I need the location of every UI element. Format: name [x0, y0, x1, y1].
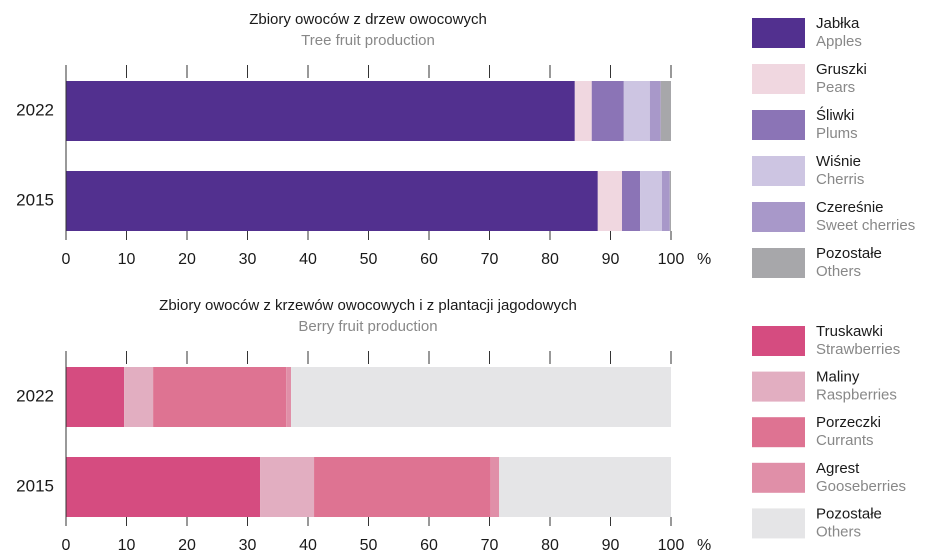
- bar-segment: [153, 367, 287, 427]
- x-tick-label: 10: [118, 251, 136, 268]
- bar-segment: [669, 171, 671, 231]
- legend-label-en: Plums: [816, 125, 858, 142]
- bar-segment: [291, 367, 671, 427]
- legend-label: Wiśnie: [816, 153, 861, 170]
- x-tick-label: 90: [602, 537, 620, 554]
- category-label: 2015: [16, 190, 54, 209]
- bar-segment: [661, 171, 670, 231]
- legend-label-en: Pears: [816, 79, 855, 96]
- x-tick-label: 40: [299, 537, 317, 554]
- legend-swatch: [752, 462, 805, 493]
- bar-segment: [66, 81, 575, 141]
- legend-label: Maliny: [816, 369, 860, 386]
- x-tick-label: 10: [118, 537, 136, 554]
- bar-segment: [499, 457, 671, 517]
- bar-segment: [490, 457, 500, 517]
- bar-segment: [314, 457, 491, 517]
- legend-swatch: [752, 110, 805, 140]
- legend-label-en: Others: [816, 523, 861, 540]
- legend-swatch: [752, 508, 805, 539]
- legend-swatch: [752, 326, 805, 356]
- legend-label-en: Sweet cherries: [816, 217, 915, 234]
- bar-segment: [621, 171, 641, 231]
- x-tick-label: 70: [481, 251, 499, 268]
- bar-segment: [574, 81, 592, 141]
- legend-label: Agrest: [816, 460, 860, 477]
- legend-swatch: [752, 248, 805, 278]
- chart-title: Zbiory owoców z drzew owocowych: [249, 11, 487, 28]
- legend-swatch: [752, 371, 805, 402]
- chart-title: Zbiory owoców z krzewów owocowych i z pl…: [159, 297, 577, 314]
- bar-segment: [286, 367, 292, 427]
- legend-label: Porzeczki: [816, 414, 881, 431]
- legend-label-en: Apples: [816, 33, 862, 50]
- bar-segment: [66, 367, 125, 427]
- legend-label: Truskawki: [816, 323, 883, 340]
- legend-label: Śliwki: [816, 106, 854, 124]
- legend-label: Pozostałe: [816, 245, 882, 262]
- legend-swatch: [752, 417, 805, 448]
- bar-segment: [591, 81, 624, 141]
- bar-segment: [660, 81, 671, 141]
- x-tick-label: 20: [178, 537, 196, 554]
- x-tick-label: 20: [178, 251, 196, 268]
- legend-swatch: [752, 18, 805, 48]
- category-label: 2022: [16, 386, 54, 405]
- legend-label-en: Gooseberries: [816, 478, 906, 495]
- chart-subtitle: Berry fruit production: [298, 318, 437, 335]
- legend-label: Pozostałe: [816, 505, 882, 522]
- x-tick-label: 90: [602, 251, 620, 268]
- legend-label-en: Currants: [816, 432, 874, 449]
- legend-label-en: Raspberries: [816, 387, 897, 404]
- bar-segment: [623, 81, 650, 141]
- category-label: 2022: [16, 100, 54, 119]
- bar-segment: [649, 81, 661, 141]
- bar-segment: [597, 171, 622, 231]
- legend-label-en: Strawberries: [816, 341, 900, 358]
- legend-swatch: [752, 202, 805, 232]
- legend-label: Gruszki: [816, 61, 867, 78]
- chart-subtitle: Tree fruit production: [301, 32, 435, 49]
- x-tick-label: 70: [481, 537, 499, 554]
- x-tick-label: 80: [541, 251, 559, 268]
- x-tick-label: 50: [360, 251, 378, 268]
- x-tick-label: 50: [360, 537, 378, 554]
- x-tick-label: 30: [239, 537, 257, 554]
- x-tick-label: 100: [658, 251, 685, 268]
- unit-label: %: [697, 537, 711, 554]
- legend-label: Jabłka: [816, 15, 860, 32]
- bar-segment: [260, 457, 315, 517]
- category-label: 2015: [16, 476, 54, 495]
- legend-label-en: Cherris: [816, 171, 864, 188]
- bar-segment: [66, 171, 598, 231]
- bar-segment: [124, 367, 154, 427]
- bar-segment: [640, 171, 662, 231]
- x-tick-label: 80: [541, 537, 559, 554]
- legend-swatch: [752, 156, 805, 186]
- x-tick-label: 30: [239, 251, 257, 268]
- unit-label: %: [697, 251, 711, 268]
- x-tick-label: 60: [420, 537, 438, 554]
- bar-segment: [66, 457, 261, 517]
- legend-label: Czereśnie: [816, 199, 884, 216]
- x-tick-label: 60: [420, 251, 438, 268]
- x-tick-label: 40: [299, 251, 317, 268]
- legend-label-en: Others: [816, 263, 861, 280]
- x-tick-label: 100: [658, 537, 685, 554]
- x-tick-label: 0: [62, 537, 71, 554]
- x-tick-label: 0: [62, 251, 71, 268]
- legend-swatch: [752, 64, 805, 94]
